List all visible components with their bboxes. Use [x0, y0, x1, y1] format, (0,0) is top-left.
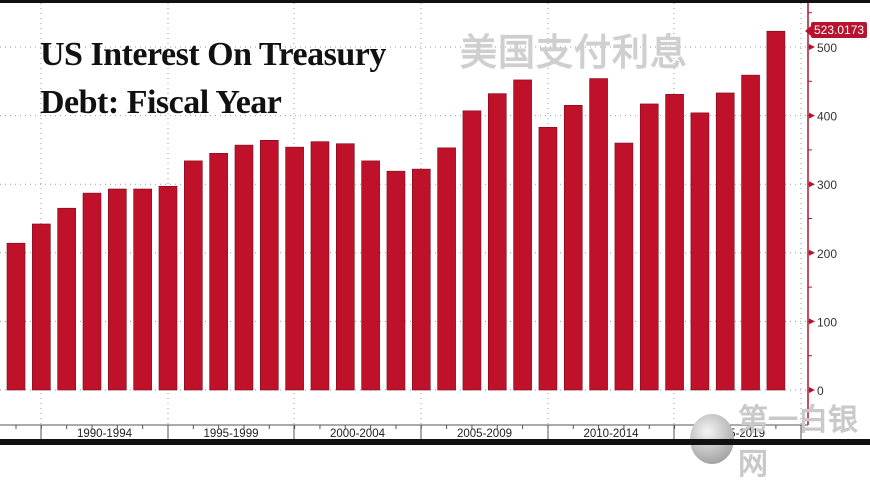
x-group-label: 2005-2009	[457, 428, 512, 440]
bar-1999	[259, 139, 279, 391]
bar-2011	[563, 105, 583, 391]
bar-1996	[184, 160, 203, 391]
x-group-label: 2000-2004	[330, 428, 386, 440]
y-tick-marker	[809, 112, 815, 119]
bar-1995	[158, 185, 178, 391]
bar-2016	[690, 112, 710, 391]
bar-2008	[487, 93, 507, 391]
bar-1991	[57, 207, 76, 391]
x-group-label: 1990-1994	[77, 428, 133, 440]
bar-1993	[108, 188, 127, 391]
bar-1994	[133, 188, 152, 391]
bar-2007	[462, 110, 482, 391]
bar-2005	[411, 168, 431, 391]
chart-title: US Interest On Treasury Debt: Fiscal Yea…	[40, 31, 386, 127]
bar-2004	[386, 170, 406, 391]
bar-2019	[766, 30, 786, 391]
bar-2015	[665, 94, 684, 391]
y-tick-marker	[809, 181, 815, 188]
bar-2013	[614, 142, 634, 391]
y-tick-marker	[809, 318, 815, 325]
y-tick-label: 500	[817, 41, 837, 55]
y-tick-label: 100	[817, 315, 837, 329]
y-tick-marker	[809, 44, 815, 50]
x-group-label: 1995-1999	[204, 428, 259, 440]
bar-2002	[335, 143, 355, 391]
bar-1990	[32, 223, 51, 391]
top-border	[0, 0, 870, 3]
bar-2001	[310, 141, 330, 391]
x-group-label: 2010-2014	[584, 428, 640, 440]
bar-1998	[234, 144, 254, 391]
bar-1997	[209, 153, 228, 391]
bar-2012	[589, 78, 608, 391]
bar-1989	[6, 242, 26, 391]
chinese-watermark: 美国支付利息	[460, 31, 688, 74]
y-tick-label: 300	[817, 178, 837, 192]
title-line-1: US Interest On Treasury	[40, 36, 386, 73]
bar-2003	[361, 160, 380, 391]
y-tick-label: 0	[817, 384, 824, 398]
bar-1992	[82, 192, 102, 391]
y-tick-label: 400	[817, 110, 837, 124]
bar-2006	[437, 147, 456, 391]
title-line-2: Debt: Fiscal Year	[40, 84, 282, 121]
y-tick-marker	[809, 387, 815, 393]
bar-2018	[741, 74, 760, 391]
bar-2000	[285, 146, 304, 391]
y-tick-label: 200	[817, 247, 837, 261]
bar-2009	[513, 79, 532, 391]
bar-chart: 0 100 200 300 400 500 1990-1994 1995-1999 2000-2…	[0, 3, 837, 440]
bottom-border	[0, 439, 870, 445]
y-tick-marker	[809, 249, 815, 256]
bar-2014	[639, 103, 659, 391]
bar-2010	[538, 126, 558, 391]
bar-2017	[715, 92, 735, 391]
last-value-tag: 523.0173	[804, 22, 868, 38]
